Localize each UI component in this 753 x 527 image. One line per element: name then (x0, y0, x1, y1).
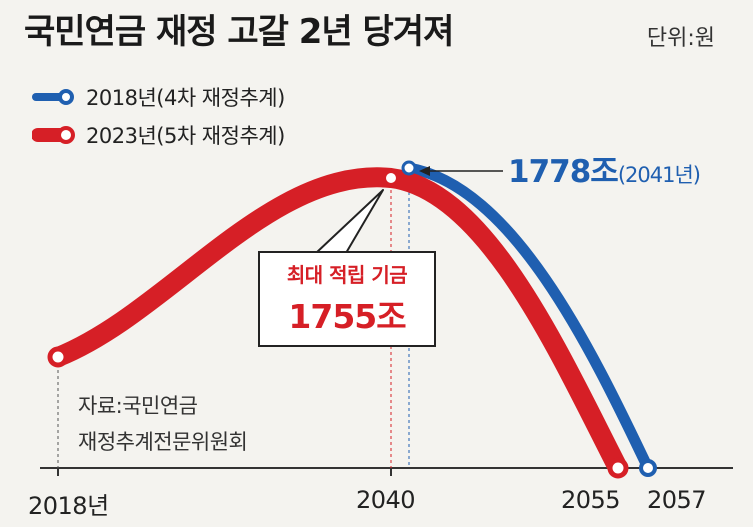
peak-2018-year: (2041년) (617, 163, 701, 187)
series-line-2018 (403, 162, 654, 474)
legend-label-2018: 2018년(4차 재정추계) (86, 86, 285, 110)
point-2018-peak (401, 160, 417, 176)
point-2023-end (607, 457, 629, 479)
legend: 2018년(4차 재정추계) 2023년(5차 재정추계) (32, 78, 285, 154)
source-note: 자료:국민연금 재정추계전문위원회 (78, 388, 248, 460)
peak-arrow-head (419, 166, 430, 176)
chart-title: 국민연금 재정 고갈 2년 당겨져 (24, 12, 454, 52)
x-tick-label-2057: 2057 (647, 486, 707, 514)
legend-label-2023: 2023년(5차 재정추계) (86, 124, 285, 148)
unit-label: 단위:원 (646, 26, 715, 51)
max-fund-callout: 최대 적립 기금 1755조 (258, 251, 436, 347)
point-2023-peak (382, 169, 400, 187)
callout-value: 1755조 (288, 297, 406, 336)
legend-swatch-2023 (32, 126, 75, 144)
callout-label: 최대 적립 기금 (286, 263, 408, 287)
source-line-1: 자료:국민연금 (78, 394, 198, 418)
peak-2018-value: 1778조 (508, 154, 619, 190)
source-line-2: 재정추계전문위원회 (78, 430, 248, 454)
legend-item-2023: 2023년(5차 재정추계) (32, 116, 285, 154)
legend-item-2018: 2018년(4차 재정추계) (32, 78, 285, 116)
point-2018-end (639, 459, 657, 477)
x-tick-label-2018: 2018년 (28, 492, 109, 520)
point-2023-start (47, 346, 69, 368)
legend-swatch-2018 (32, 89, 74, 105)
callout-pointer (315, 189, 384, 254)
peak-2018-label: 1778조(2041년) (508, 146, 701, 191)
x-tick-label-2040: 2040 (356, 486, 416, 514)
x-tick-label-2055: 2055 (561, 486, 621, 514)
